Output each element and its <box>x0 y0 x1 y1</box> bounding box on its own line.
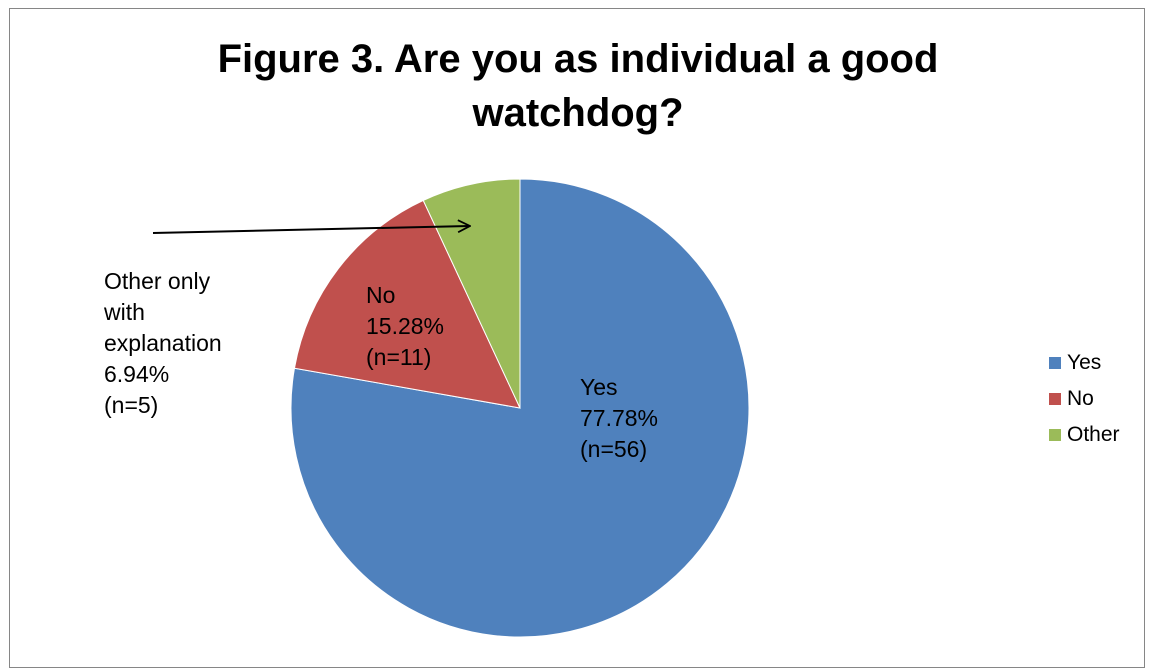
legend-label-no: No <box>1067 387 1094 410</box>
data-label-other-line-1: Other only <box>104 268 211 294</box>
chart-title: Figure 3. Are you as individual a good w… <box>0 32 1156 140</box>
data-label-yes-count: (n=56) <box>580 436 648 462</box>
data-label-other-count: (n=5) <box>104 392 159 418</box>
data-label-no-percent: 15.28% <box>366 313 445 339</box>
legend: Yes No Other <box>1049 345 1120 453</box>
data-label-other-line-3: explanation <box>104 330 222 356</box>
legend-label-yes: Yes <box>1067 351 1102 374</box>
data-label-yes-percent: 77.78% <box>580 405 659 431</box>
pie-slice-other <box>422 178 521 409</box>
legend-label-other: Other <box>1067 423 1120 446</box>
data-label-no-name: No <box>366 282 396 308</box>
chart-title-line-1: Figure 3. Are you as individual a good <box>217 37 939 81</box>
chart-title-line-2: watchdog? <box>472 91 684 135</box>
legend-item-yes: Yes <box>1049 345 1120 381</box>
data-label-yes-name: Yes <box>580 374 618 400</box>
pie-slice-no <box>293 199 521 409</box>
data-label-other-line-2: with <box>104 299 145 325</box>
pie-slices <box>290 178 750 638</box>
legend-swatch-no <box>1049 393 1061 405</box>
legend-swatch-yes <box>1049 357 1061 369</box>
legend-item-no: No <box>1049 381 1120 417</box>
data-label-other: Other only with explanation 6.94% (n=5) <box>104 266 222 421</box>
pie-slice-yes <box>290 178 750 638</box>
data-label-yes: Yes 77.78% (n=56) <box>580 372 658 465</box>
legend-swatch-other <box>1049 429 1061 441</box>
data-label-other-percent: 6.94% <box>104 361 170 387</box>
legend-item-other: Other <box>1049 417 1120 453</box>
data-label-no-count: (n=11) <box>366 344 432 370</box>
data-label-no: No 15.28% (n=11) <box>366 280 444 373</box>
annotation-arrow <box>152 226 469 234</box>
